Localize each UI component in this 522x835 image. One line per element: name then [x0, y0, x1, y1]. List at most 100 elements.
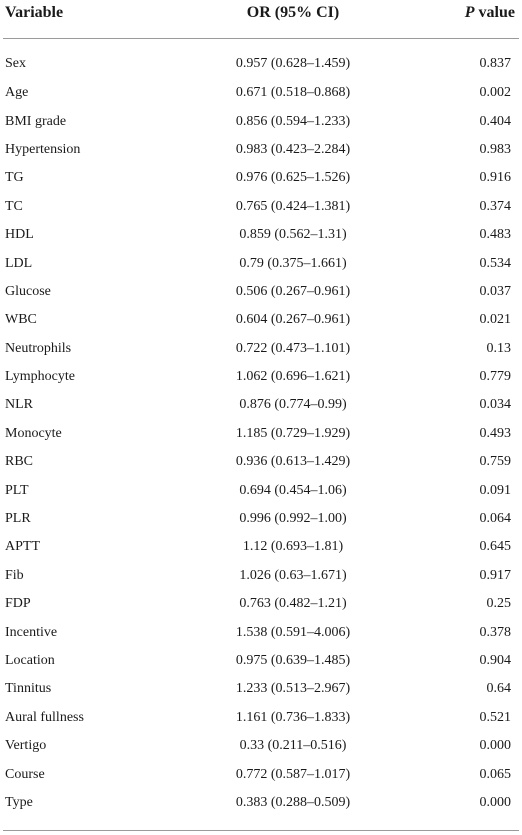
or-ci-cell: 0.996 (0.992–1.00) [239, 511, 347, 527]
variable-cell: NLR [5, 397, 33, 413]
or-ci-cell: 1.538 (0.591–4.006) [235, 624, 351, 640]
or-ci-cell: 0.765 (0.424–1.381) [235, 198, 351, 214]
variable-cell: Course [5, 766, 45, 782]
or-ci-cell: 1.233 (0.513–2.967) [235, 681, 351, 697]
p-value-cell: 0.916 [479, 170, 512, 186]
or-ci-cell: 0.975 (0.639–1.485) [235, 653, 351, 668]
p-value-cell: 0.037 [479, 283, 512, 299]
variable-cell: PLR [5, 511, 31, 527]
variable-cell: RBC [5, 454, 34, 470]
or-ci-cell: 0.876 (0.774–0.99) [239, 397, 347, 413]
table-row: PLT 0.694 (0.454–1.06) 0.091 [3, 476, 519, 504]
header-p-italic: P [464, 4, 475, 21]
header-variable: Variable [3, 0, 173, 39]
variable-cell: Sex [5, 56, 26, 71]
p-value-cell: 0.64 [486, 681, 512, 697]
or-ci-cell: 0.722 (0.473–1.101) [235, 340, 351, 356]
p-value-cell: 0.404 [479, 113, 512, 129]
variable-cell: Fib [5, 567, 24, 583]
bottom-rule [3, 830, 519, 831]
or-ci-cell: 0.936 (0.613–1.429) [235, 454, 351, 470]
or-ci-cell: 1.026 (0.63–1.671) [239, 567, 347, 583]
p-value-cell: 0.034 [479, 397, 512, 413]
header-p-rest: value [474, 4, 515, 21]
p-value-cell: 0.779 [479, 369, 512, 385]
p-value-cell: 0.759 [479, 454, 512, 470]
or-ci-cell: 1.161 (0.736–1.833) [235, 709, 351, 725]
variable-cell: Type [5, 794, 33, 810]
p-value-cell: 0.065 [479, 766, 512, 782]
or-ci-cell: 0.763 (0.482–1.21) [239, 596, 347, 612]
p-value-cell: 0.378 [479, 624, 512, 640]
or-ci-cell: 0.506 (0.267–0.961) [235, 283, 351, 299]
header-p-value: P value [413, 0, 519, 39]
p-value-cell: 0.917 [479, 567, 512, 583]
p-value-cell: 0.837 [479, 56, 512, 71]
or-ci-cell: 0.856 (0.594–1.233) [235, 113, 351, 129]
table-row: Aural fullness 1.161 (0.736–1.833) 0.521 [3, 704, 519, 732]
p-value-cell: 0.645 [479, 539, 512, 555]
table-row: TC 0.765 (0.424–1.381) 0.374 [3, 193, 519, 221]
p-value-cell: 0.374 [479, 198, 512, 214]
or-ci-cell: 1.12 (0.693–1.81) [242, 539, 344, 555]
p-value-cell: 0.000 [479, 794, 512, 810]
variable-cell: Glucose [5, 283, 51, 299]
table-row: Fib 1.026 (0.63–1.671) 0.917 [3, 562, 519, 590]
variable-cell: Location [5, 653, 55, 668]
table-row: TG 0.976 (0.625–1.526) 0.916 [3, 164, 519, 192]
odds-ratio-table: Variable OR (95% CI) P value Sex 0.957 (0… [3, 0, 519, 817]
p-value-cell: 0.534 [479, 255, 512, 271]
or-ci-cell: 0.33 (0.211–0.516) [239, 738, 347, 754]
table-row: Vertigo 0.33 (0.211–0.516) 0.000 [3, 732, 519, 760]
or-ci-cell: 0.79 (0.375–1.661) [239, 255, 347, 271]
or-ci-cell: 0.671 (0.518–0.868) [235, 85, 351, 101]
table-row: Glucose 0.506 (0.267–0.961) 0.037 [3, 278, 519, 306]
table-row: Sex 0.957 (0.628–1.459) 0.837 [3, 39, 519, 80]
p-value-cell: 0.064 [479, 511, 512, 527]
table-header: Variable OR (95% CI) P value [3, 0, 519, 39]
table-row: Monocyte 1.185 (0.729–1.929) 0.493 [3, 420, 519, 448]
table-row: Type 0.383 (0.288–0.509) 0.000 [3, 789, 519, 817]
variable-cell: Age [5, 85, 29, 101]
table-row: LDL 0.79 (0.375–1.661) 0.534 [3, 249, 519, 277]
or-ci-cell: 1.185 (0.729–1.929) [235, 425, 351, 441]
or-ci-cell: 0.694 (0.454–1.06) [239, 482, 347, 498]
p-value-cell: 0.000 [479, 738, 512, 754]
variable-cell: Tinnitus [5, 681, 52, 697]
table-row: RBC 0.936 (0.613–1.429) 0.759 [3, 448, 519, 476]
variable-cell: Neutrophils [5, 340, 72, 356]
or-ci-cell: 0.859 (0.562–1.31) [239, 227, 347, 243]
or-ci-cell: 0.957 (0.628–1.459) [235, 56, 351, 71]
table-row: Course 0.772 (0.587–1.017) 0.065 [3, 760, 519, 788]
p-value-cell: 0.021 [479, 312, 512, 328]
table-row: WBC 0.604 (0.267–0.961) 0.021 [3, 306, 519, 334]
variable-cell: HDL [5, 227, 34, 243]
or-ci-cell: 0.383 (0.288–0.509) [235, 794, 351, 810]
or-ci-cell: 1.062 (0.696–1.621) [235, 369, 351, 385]
variable-cell: TG [5, 170, 24, 186]
table-row: Lymphocyte 1.062 (0.696–1.621) 0.779 [3, 363, 519, 391]
table-row: Location 0.975 (0.639–1.485) 0.904 [3, 647, 519, 675]
table-row: PLR 0.996 (0.992–1.00) 0.064 [3, 505, 519, 533]
p-value-cell: 0.002 [479, 85, 512, 101]
or-ci-cell: 0.604 (0.267–0.961) [235, 312, 351, 328]
variable-cell: Hypertension [5, 141, 81, 157]
p-value-cell: 0.904 [479, 653, 512, 668]
variable-cell: BMI grade [5, 113, 67, 129]
variable-cell: LDL [5, 255, 33, 271]
p-value-cell: 0.493 [479, 425, 512, 441]
variable-cell: WBC [5, 312, 37, 328]
table-row: HDL 0.859 (0.562–1.31) 0.483 [3, 221, 519, 249]
variable-cell: APTT [5, 539, 40, 555]
table-row: Age 0.671 (0.518–0.868) 0.002 [3, 79, 519, 107]
table-row: FDP 0.763 (0.482–1.21) 0.25 [3, 590, 519, 618]
variable-cell: Lymphocyte [5, 369, 75, 385]
variable-cell: Monocyte [5, 425, 62, 441]
or-ci-cell: 0.976 (0.625–1.526) [235, 170, 351, 186]
table-row: NLR 0.876 (0.774–0.99) 0.034 [3, 391, 519, 419]
or-ci-cell: 0.772 (0.587–1.017) [235, 766, 351, 782]
p-value-cell: 0.983 [479, 141, 512, 157]
variable-cell: Incentive [5, 624, 58, 640]
header-row: Variable OR (95% CI) P value [3, 0, 519, 39]
